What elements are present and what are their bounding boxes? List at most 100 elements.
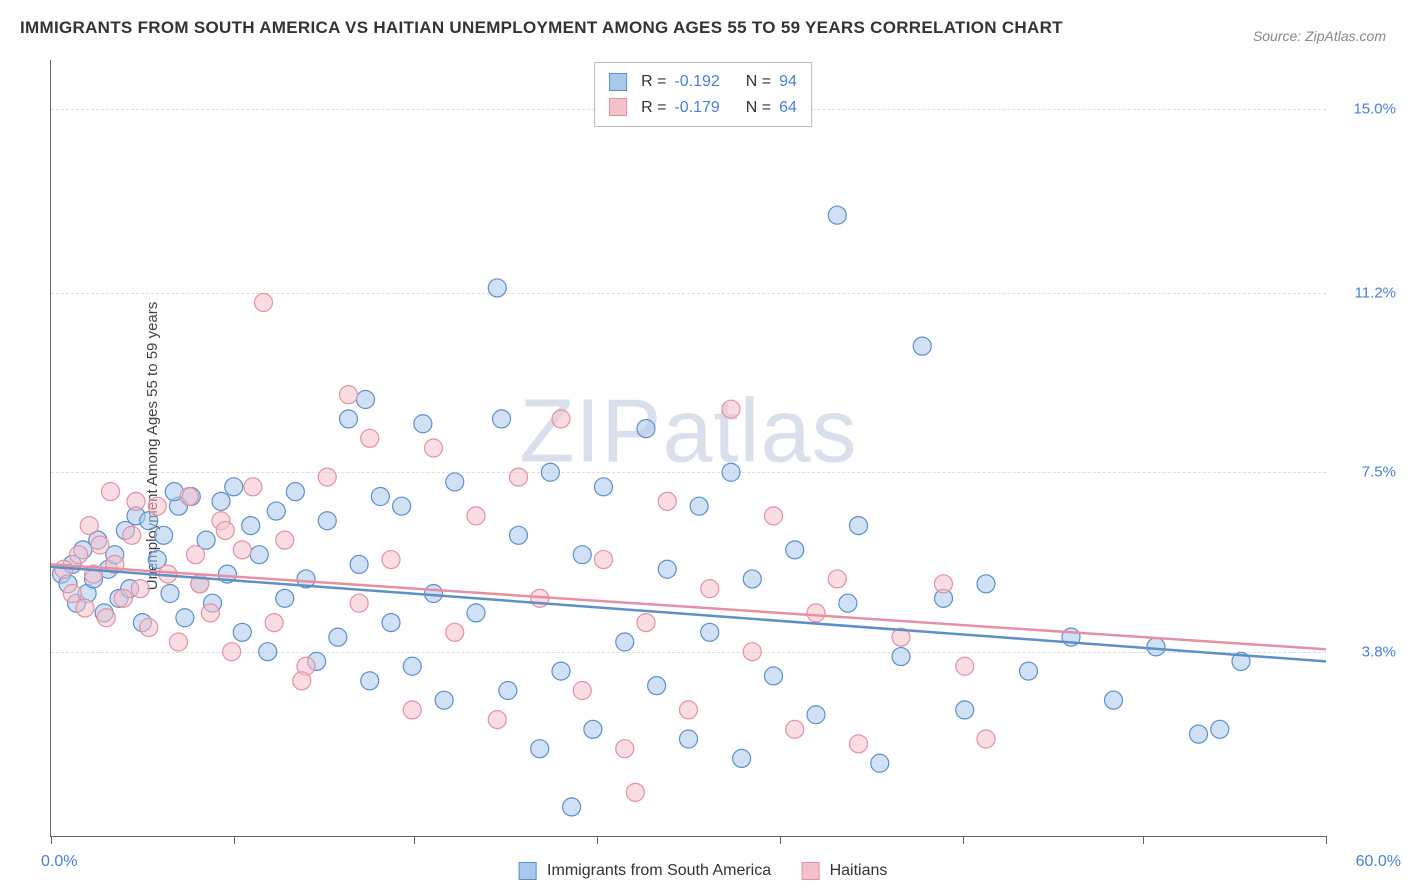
bottom-legend: Immigrants from South America Haitians — [519, 862, 888, 880]
data-point — [956, 657, 974, 675]
data-point — [80, 517, 98, 535]
data-point — [350, 555, 368, 573]
data-point — [733, 749, 751, 767]
data-point — [97, 609, 115, 627]
data-point — [265, 614, 283, 632]
data-point — [225, 478, 243, 496]
data-point — [123, 526, 141, 544]
data-point — [488, 711, 506, 729]
n-label: N = — [746, 95, 771, 121]
swatch-series2-bottom — [801, 862, 819, 880]
data-point — [329, 628, 347, 646]
x-tick — [414, 836, 415, 844]
x-tick — [1326, 836, 1327, 844]
legend-label-series2: Haitians — [830, 862, 888, 879]
swatch-series1 — [609, 73, 627, 91]
data-point — [488, 279, 506, 297]
data-point — [216, 521, 234, 539]
data-point — [552, 662, 570, 680]
data-point — [127, 492, 145, 510]
data-point — [616, 633, 634, 651]
swatch-series2 — [609, 98, 627, 116]
data-point — [499, 682, 517, 700]
data-point — [541, 463, 559, 481]
data-point — [91, 536, 109, 554]
legend-label-series1: Immigrants from South America — [547, 862, 771, 879]
y-tick-label: 7.5% — [1336, 464, 1396, 481]
data-point — [361, 672, 379, 690]
data-point — [1105, 691, 1123, 709]
swatch-series1-bottom — [519, 862, 537, 880]
data-point — [357, 391, 375, 409]
data-point — [977, 575, 995, 593]
data-point — [276, 589, 294, 607]
trend-line — [51, 567, 1326, 662]
data-point — [425, 439, 443, 457]
data-point — [318, 468, 336, 486]
data-point — [212, 492, 230, 510]
data-point — [350, 594, 368, 612]
correlation-stats-box: R = -0.192 N = 94 R = -0.179 N = 64 — [594, 62, 812, 127]
data-point — [1147, 638, 1165, 656]
stats-row-series2: R = -0.179 N = 64 — [609, 95, 797, 121]
data-point — [467, 604, 485, 622]
data-point — [531, 740, 549, 758]
data-point — [276, 531, 294, 549]
data-point — [637, 614, 655, 632]
stats-row-series1: R = -0.192 N = 94 — [609, 69, 797, 95]
data-point — [648, 677, 666, 695]
data-point — [573, 682, 591, 700]
data-point — [382, 614, 400, 632]
data-point — [595, 478, 613, 496]
chart-title: IMMIGRANTS FROM SOUTH AMERICA VS HAITIAN… — [20, 18, 1063, 38]
x-axis-min-label: 0.0% — [41, 853, 77, 871]
data-point — [616, 740, 634, 758]
data-point — [977, 730, 995, 748]
x-tick — [1143, 836, 1144, 844]
data-point — [76, 599, 94, 617]
data-point — [176, 609, 194, 627]
data-point — [161, 585, 179, 603]
data-point — [850, 517, 868, 535]
data-point — [563, 798, 581, 816]
data-point — [626, 783, 644, 801]
r-label: R = — [641, 95, 666, 121]
data-point — [223, 643, 241, 661]
data-point — [935, 575, 953, 593]
data-point — [765, 507, 783, 525]
data-point — [743, 570, 761, 588]
data-point — [131, 580, 149, 598]
data-point — [839, 594, 857, 612]
data-point — [250, 546, 268, 564]
data-point — [807, 604, 825, 622]
data-point — [871, 754, 889, 772]
data-point — [102, 483, 120, 501]
y-tick-label: 3.8% — [1336, 643, 1396, 660]
data-point — [255, 294, 273, 312]
data-point — [722, 400, 740, 418]
data-point — [1211, 720, 1229, 738]
data-point — [371, 488, 389, 506]
data-point — [573, 546, 591, 564]
data-point — [170, 633, 188, 651]
data-point — [414, 415, 432, 433]
y-tick-label: 11.2% — [1336, 284, 1396, 301]
x-tick — [597, 836, 598, 844]
source-attribution: Source: ZipAtlas.com — [1253, 28, 1386, 44]
legend-item-series2: Haitians — [801, 862, 887, 880]
data-point — [340, 386, 358, 404]
data-point — [743, 643, 761, 661]
legend-item-series1: Immigrants from South America — [519, 862, 772, 880]
data-point — [242, 517, 260, 535]
data-point — [493, 410, 511, 428]
data-point — [690, 497, 708, 515]
data-point — [155, 526, 173, 544]
x-tick — [963, 836, 964, 844]
x-axis-max-label: 60.0% — [1356, 853, 1401, 871]
data-point — [446, 473, 464, 491]
data-point — [435, 691, 453, 709]
data-point — [913, 337, 931, 355]
data-point — [510, 468, 528, 486]
data-point — [244, 478, 262, 496]
data-point — [701, 580, 719, 598]
